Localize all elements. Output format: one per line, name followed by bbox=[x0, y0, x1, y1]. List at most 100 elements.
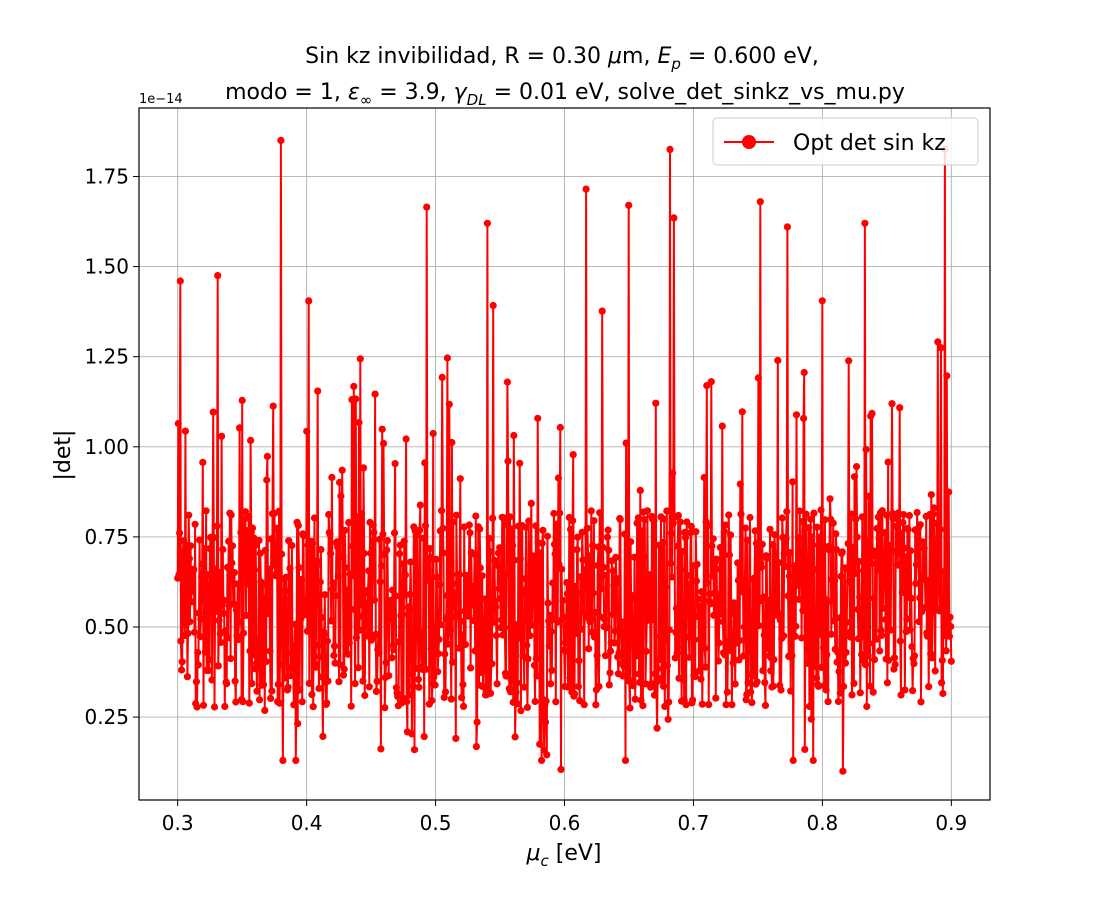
data-point bbox=[754, 374, 763, 382]
data-point bbox=[382, 658, 390, 667]
data-point bbox=[272, 547, 280, 555]
data-point bbox=[709, 572, 717, 580]
data-point bbox=[739, 576, 747, 584]
title-part-d: modo = 1, bbox=[225, 80, 348, 105]
data-point bbox=[810, 565, 819, 574]
data-point bbox=[805, 524, 813, 532]
data-point bbox=[935, 589, 943, 597]
data-point bbox=[920, 544, 928, 552]
data-point bbox=[478, 614, 486, 622]
data-point bbox=[826, 495, 834, 503]
data-point bbox=[457, 617, 465, 626]
data-point bbox=[436, 581, 444, 589]
data-point bbox=[693, 560, 701, 568]
data-point bbox=[337, 492, 345, 500]
data-point bbox=[418, 629, 426, 637]
data-point bbox=[649, 616, 657, 624]
data-point bbox=[708, 542, 716, 550]
data-point bbox=[441, 688, 450, 696]
data-point bbox=[704, 522, 712, 530]
data-point bbox=[561, 639, 570, 647]
data-point bbox=[383, 537, 391, 545]
data-point bbox=[778, 514, 786, 522]
data-point bbox=[410, 746, 419, 754]
data-point bbox=[347, 702, 355, 710]
legend-marker-swatch bbox=[742, 135, 756, 149]
data-point bbox=[314, 387, 322, 395]
data-point bbox=[663, 507, 671, 515]
chart-title-line-1: Sin kz invibilidad, R = 0.30 μm, Ep = 0.… bbox=[305, 44, 819, 73]
data-point bbox=[394, 692, 402, 701]
data-point bbox=[499, 631, 507, 639]
data-point bbox=[253, 687, 261, 695]
data-point bbox=[860, 567, 868, 575]
data-point bbox=[450, 597, 458, 606]
data-point bbox=[604, 526, 612, 534]
data-point bbox=[695, 667, 703, 675]
data-point bbox=[484, 648, 492, 656]
data-point bbox=[874, 565, 882, 573]
data-point bbox=[458, 631, 466, 639]
data-point bbox=[218, 432, 226, 440]
data-point bbox=[716, 565, 724, 573]
data-point bbox=[565, 648, 573, 656]
data-point bbox=[408, 670, 417, 678]
data-point bbox=[294, 521, 302, 530]
data-point bbox=[893, 515, 901, 523]
data-point bbox=[571, 582, 579, 591]
data-point bbox=[357, 601, 365, 609]
data-point bbox=[907, 547, 915, 555]
data-point bbox=[810, 509, 818, 517]
legend-label: Opt det sin kz bbox=[793, 131, 946, 156]
data-point bbox=[698, 700, 706, 708]
data-point bbox=[438, 373, 446, 381]
data-point bbox=[356, 626, 364, 634]
data-point bbox=[634, 650, 642, 658]
data-point bbox=[248, 680, 256, 688]
data-point bbox=[444, 640, 452, 648]
data-point bbox=[303, 427, 311, 435]
data-point bbox=[802, 510, 810, 518]
data-point bbox=[248, 524, 257, 532]
data-point bbox=[813, 523, 821, 531]
data-point bbox=[895, 549, 903, 557]
data-point bbox=[867, 560, 875, 568]
title-gamma-symbol: γ bbox=[454, 80, 468, 105]
data-point bbox=[269, 402, 277, 410]
data-point bbox=[803, 577, 811, 585]
data-point bbox=[231, 677, 239, 685]
data-point bbox=[601, 652, 610, 660]
data-point bbox=[589, 541, 597, 550]
data-point bbox=[387, 605, 395, 613]
data-point bbox=[472, 512, 480, 520]
data-point bbox=[580, 701, 588, 709]
data-point bbox=[821, 516, 829, 524]
data-point bbox=[310, 514, 319, 522]
data-point bbox=[894, 561, 902, 569]
data-point bbox=[416, 501, 424, 509]
data-point bbox=[370, 528, 378, 536]
data-point bbox=[416, 526, 424, 534]
data-point bbox=[795, 595, 803, 604]
data-point bbox=[406, 590, 414, 599]
data-point bbox=[829, 597, 837, 605]
data-point bbox=[388, 586, 397, 594]
x-tick-label: 0.7 bbox=[678, 811, 710, 835]
data-point bbox=[625, 201, 633, 209]
data-point bbox=[654, 665, 662, 673]
data-point bbox=[567, 525, 575, 534]
data-point bbox=[914, 534, 922, 542]
data-point bbox=[278, 660, 286, 669]
data-point bbox=[466, 529, 474, 537]
data-point bbox=[686, 595, 694, 603]
series-line bbox=[176, 139, 953, 773]
data-point bbox=[268, 687, 276, 695]
data-point bbox=[439, 549, 448, 557]
data-point bbox=[203, 571, 211, 579]
data-point bbox=[929, 510, 937, 518]
data-point bbox=[235, 618, 243, 626]
data-point bbox=[796, 507, 804, 515]
data-point bbox=[261, 706, 269, 715]
data-point bbox=[543, 751, 551, 759]
data-point bbox=[721, 521, 730, 529]
